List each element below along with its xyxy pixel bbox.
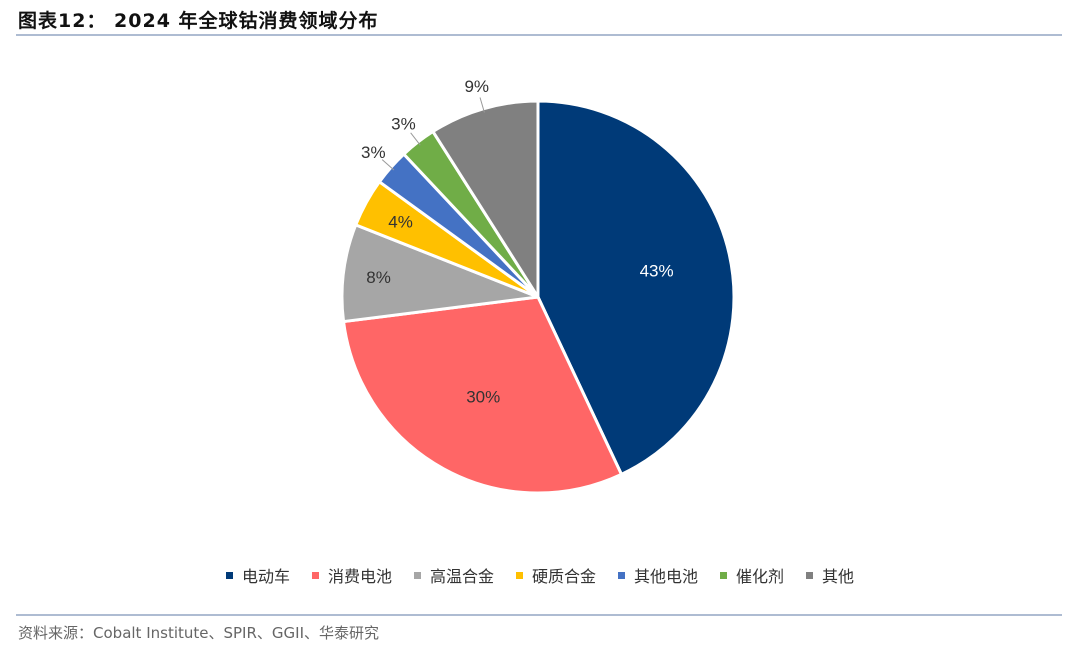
legend-item-2: 消费电池 [311,563,392,587]
legend-label: 电动车 [241,567,290,586]
leader-line-7 [479,97,485,113]
source-text: Cobalt Institute、SPIR、GGII、华泰研究 [93,624,379,642]
legend-swatch [618,571,625,579]
figure-title: 图表12： 2024 年全球钴消费领域分布 [18,10,379,32]
legend-swatch [413,571,421,579]
slice-label-4: 4% [388,212,413,231]
chart-legend: 电动车 消费电池 高温合金 硬质合金 其他电池 催化剂 其他 [0,563,1080,587]
leader-line-5 [381,159,395,171]
legend-item-6: 催化剂 [720,563,784,587]
slice-label-6: 3% [391,115,416,134]
legend-swatch [720,571,728,579]
legend-swatch [311,571,319,579]
pie-slice-2 [342,295,623,495]
legend-label: 其他电池 [634,567,699,586]
legend-label: 催化剂 [736,567,785,586]
source-divider [16,614,1062,616]
legend-label: 高温合金 [429,567,494,586]
slice-label-7: 9% [464,77,489,96]
legend-swatch [806,571,814,579]
pie-slice-1 [536,99,736,476]
slice-label-3: 8% [366,268,391,287]
legend-item-1: 电动车 [225,563,290,587]
legend-item-5: 其他电池 [618,563,698,587]
legend-swatch [515,571,523,579]
title-divider [16,34,1062,36]
legend-label: 硬质合金 [531,567,596,586]
legend-item-3: 高温合金 [413,563,494,587]
legend-label: 消费电池 [327,567,392,586]
legend-item-4: 硬质合金 [515,563,596,587]
leader-line-6 [410,132,421,146]
legend-swatch [225,571,233,579]
slice-label-2: 30% [466,388,500,407]
pie-slice-3 [340,223,540,324]
source-prefix: 资料来源： [18,624,94,642]
source-note: 资料来源：Cobalt Institute、SPIR、GGII、华泰研究 [18,622,379,643]
legend-item-7: 其他 [806,563,854,587]
legend-label: 其他 [822,567,855,586]
slice-label-1: 43% [640,261,674,280]
slice-label-5: 3% [361,143,386,162]
